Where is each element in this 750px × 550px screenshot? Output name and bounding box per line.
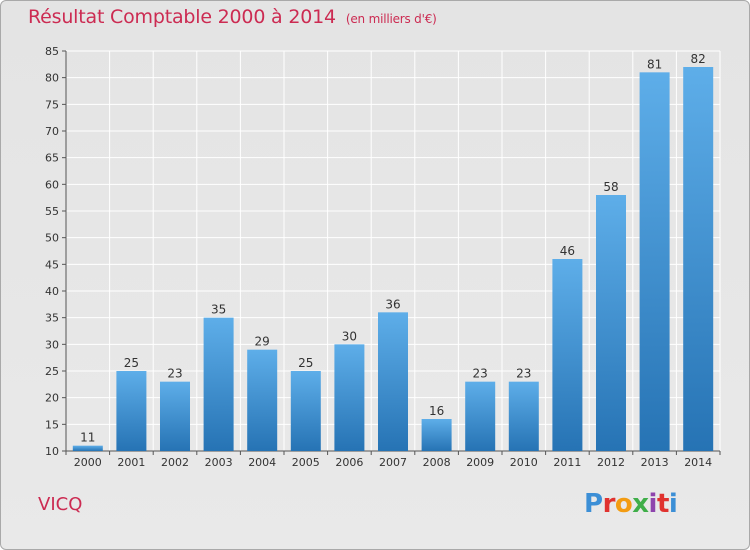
y-tick-label: 50 xyxy=(45,232,59,245)
y-tick-label: 70 xyxy=(45,125,59,138)
bar-2002 xyxy=(160,381,190,451)
bar-2009 xyxy=(465,381,496,451)
value-label-2004: 29 xyxy=(255,335,270,349)
value-label-2005: 25 xyxy=(298,356,313,370)
y-tick-label: 55 xyxy=(45,205,59,218)
labels: 10 15 20 25 30 35 40 45 50 55 60 65 70 75 80 85 11 2000 25… xyxy=(45,45,712,469)
bar-2006 xyxy=(334,344,365,451)
bar-2007 xyxy=(378,312,408,451)
x-tick-label-2001: 2001 xyxy=(117,456,145,469)
bar-2012 xyxy=(596,195,626,451)
value-label-2009: 23 xyxy=(473,367,488,381)
value-label-2000: 11 xyxy=(80,431,95,445)
y-tick-label: 35 xyxy=(45,312,59,325)
x-tick-label-2012: 2012 xyxy=(597,456,625,469)
bars xyxy=(72,67,714,451)
y-tick-label: 30 xyxy=(45,338,59,351)
value-label-2013: 81 xyxy=(647,57,662,71)
bar-2001 xyxy=(116,371,147,451)
x-tick-label-2007: 2007 xyxy=(379,456,407,469)
chart-title-block: Résultat Comptable 2000 à 2014 (en millie… xyxy=(28,6,437,28)
x-tick-label-2002: 2002 xyxy=(161,456,189,469)
x-tick-label-2009: 2009 xyxy=(466,456,494,469)
bar-2005 xyxy=(290,371,321,451)
x-tick-label-2013: 2013 xyxy=(641,456,669,469)
value-label-2003: 35 xyxy=(211,303,226,317)
bar-2008 xyxy=(421,419,452,451)
value-label-2012: 58 xyxy=(603,180,618,194)
x-tick-label-2004: 2004 xyxy=(248,456,276,469)
bar-2000 xyxy=(72,445,103,451)
x-tick-label-2003: 2003 xyxy=(205,456,233,469)
y-tick-label: 45 xyxy=(45,258,59,271)
value-label-2006: 30 xyxy=(342,329,357,343)
value-label-2014: 82 xyxy=(691,52,706,66)
chart-subtitle: (en milliers d'€) xyxy=(345,12,437,26)
x-tick-label-2008: 2008 xyxy=(423,456,451,469)
y-tick-label: 10 xyxy=(45,445,59,458)
bar-2004 xyxy=(247,349,278,451)
proxiti-logo: Proxiti xyxy=(584,489,678,519)
y-tick-label: 25 xyxy=(45,365,59,378)
x-tick-label-2000: 2000 xyxy=(74,456,102,469)
value-label-2007: 36 xyxy=(385,297,400,311)
y-tick-label: 20 xyxy=(45,392,59,405)
y-tick-label: 15 xyxy=(45,418,59,431)
y-tick-label: 85 xyxy=(45,45,59,58)
x-tick-label-2011: 2011 xyxy=(553,456,581,469)
y-tick-label: 60 xyxy=(45,178,59,191)
y-tick-label: 80 xyxy=(45,72,59,85)
value-label-2011: 46 xyxy=(560,244,575,258)
x-tick-label-2010: 2010 xyxy=(510,456,538,469)
x-tick-label-2005: 2005 xyxy=(292,456,320,469)
bar-2011 xyxy=(552,259,583,451)
value-label-2001: 25 xyxy=(124,356,139,370)
bar-2003 xyxy=(203,317,234,451)
value-label-2008: 16 xyxy=(429,404,444,418)
chart-title: Résultat Comptable 2000 à 2014 xyxy=(28,6,336,28)
value-label-2010: 23 xyxy=(516,367,531,381)
value-label-2002: 23 xyxy=(167,367,182,381)
y-tick-label: 75 xyxy=(45,98,59,111)
y-tick-label: 65 xyxy=(45,152,59,165)
bar-2014 xyxy=(683,67,714,451)
y-tick-label: 40 xyxy=(45,285,59,298)
commune-name: VICQ xyxy=(38,494,83,515)
x-tick-label-2006: 2006 xyxy=(335,456,363,469)
x-tick-label-2014: 2014 xyxy=(684,456,712,469)
bar-2013 xyxy=(639,72,670,451)
bar-2010 xyxy=(508,381,539,451)
